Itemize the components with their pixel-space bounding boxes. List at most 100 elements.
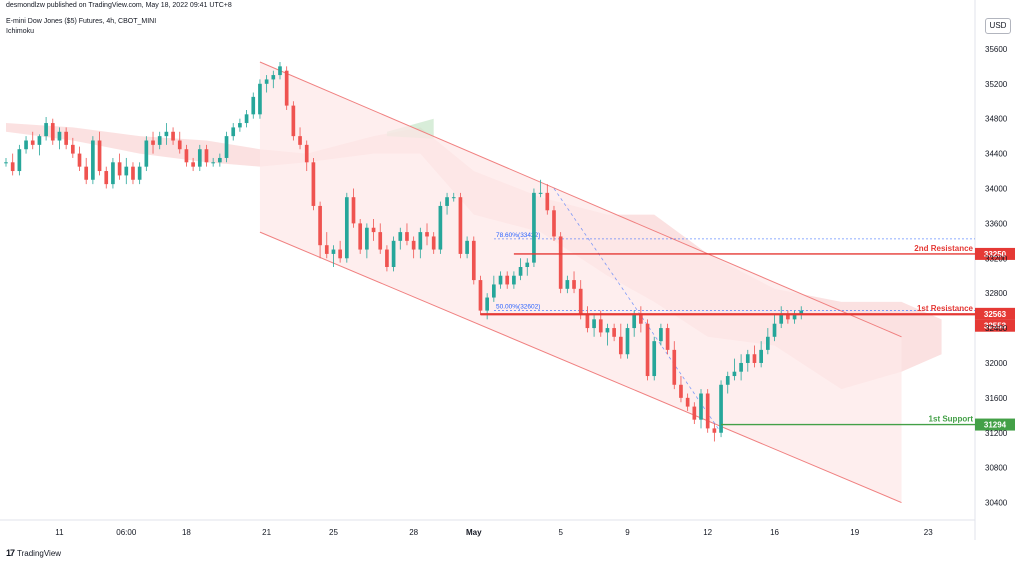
candle-body bbox=[538, 192, 543, 194]
candle-body bbox=[471, 240, 476, 281]
level-name: 1st Resistance bbox=[917, 304, 974, 313]
channel-lower-line bbox=[259, 231, 902, 504]
candle-body bbox=[605, 328, 610, 333]
candle-body bbox=[618, 336, 623, 355]
candle-body bbox=[705, 393, 710, 429]
candle-body bbox=[498, 275, 503, 285]
candle-body bbox=[512, 275, 516, 285]
candle-body bbox=[30, 140, 35, 145]
candle-body bbox=[625, 328, 630, 355]
candle-body bbox=[371, 227, 376, 233]
candle-body bbox=[137, 166, 142, 180]
x-tick-label: 11 bbox=[55, 528, 64, 537]
price-label-text: 32553 bbox=[984, 322, 1007, 331]
candle-body bbox=[304, 144, 309, 163]
price-label-box bbox=[975, 418, 1015, 431]
candle-body bbox=[151, 140, 155, 145]
x-tick-label: 06:00 bbox=[116, 528, 137, 537]
x-tick-label: 21 bbox=[262, 528, 271, 537]
candle-body bbox=[184, 149, 189, 163]
fib-trend-line bbox=[553, 188, 722, 433]
candle-body bbox=[799, 310, 804, 315]
candle-body bbox=[786, 314, 790, 320]
currency-button[interactable]: USD bbox=[985, 18, 1011, 34]
indicator-label: Ichimoku bbox=[6, 28, 35, 35]
candle-body bbox=[552, 210, 556, 237]
candle-body bbox=[712, 428, 717, 433]
y-tick-label: 32400 bbox=[985, 324, 1008, 333]
candle-body bbox=[685, 397, 690, 407]
candle-body bbox=[111, 162, 115, 185]
candle-body bbox=[344, 197, 349, 259]
candle-body bbox=[324, 245, 329, 254]
candle-body bbox=[525, 262, 530, 267]
candle-body bbox=[431, 236, 436, 250]
candle-body bbox=[10, 162, 15, 172]
candle-body bbox=[218, 157, 222, 163]
candle-body bbox=[465, 240, 469, 254]
tradingview-footer: 17 TradingView bbox=[6, 548, 61, 558]
x-tick-label: 9 bbox=[625, 528, 630, 537]
candle-body bbox=[224, 136, 229, 158]
candle-body bbox=[351, 197, 356, 224]
candle-body bbox=[24, 140, 28, 150]
price-label-text: 31294 bbox=[984, 421, 1007, 430]
y-tick-label: 32000 bbox=[985, 359, 1008, 368]
candle-body bbox=[37, 136, 42, 145]
candle-body bbox=[271, 75, 276, 80]
candle-body bbox=[211, 162, 216, 164]
candle-body bbox=[652, 341, 657, 377]
candle-body bbox=[197, 149, 202, 167]
candle-body bbox=[77, 153, 82, 167]
candle-body bbox=[411, 240, 416, 250]
y-tick-label: 33200 bbox=[985, 254, 1008, 263]
candle-body bbox=[4, 162, 8, 164]
x-tick-label: 23 bbox=[924, 528, 933, 537]
instrument-title: E-mini Dow Jones ($5) Futures, 4h, CBOT_… bbox=[6, 18, 157, 25]
candle-body bbox=[131, 166, 135, 180]
candle-body bbox=[50, 123, 55, 141]
y-tick-label: 30800 bbox=[985, 464, 1008, 473]
candle-body bbox=[358, 223, 363, 250]
candle-body bbox=[759, 349, 763, 363]
candle-body bbox=[492, 284, 496, 298]
candle-body bbox=[565, 280, 570, 289]
candle-body bbox=[732, 371, 737, 377]
candle-body bbox=[438, 205, 443, 250]
candle-body bbox=[57, 131, 62, 141]
candle-body bbox=[365, 227, 369, 250]
candle-body bbox=[318, 205, 322, 246]
candle-body bbox=[171, 131, 175, 141]
candle-body bbox=[144, 140, 149, 167]
price-label-box bbox=[975, 319, 1015, 332]
candle-body bbox=[391, 240, 396, 267]
candle-body bbox=[278, 66, 282, 76]
y-tick-label: 30400 bbox=[985, 499, 1008, 508]
candle-body bbox=[632, 314, 637, 329]
y-tick-label: 34800 bbox=[985, 115, 1008, 124]
candle-body bbox=[264, 79, 269, 84]
y-tick-label: 34400 bbox=[985, 150, 1008, 159]
candle-body bbox=[398, 232, 403, 241]
candle-body bbox=[585, 314, 590, 329]
level-name: 2nd Resistance bbox=[914, 244, 973, 253]
candle-body bbox=[598, 319, 603, 333]
y-tick-label: 33600 bbox=[985, 219, 1008, 228]
candle-body bbox=[451, 197, 456, 199]
y-tick-label: 35600 bbox=[985, 45, 1008, 54]
candle-body bbox=[418, 232, 423, 250]
candle-body bbox=[739, 362, 743, 372]
candle-body bbox=[699, 393, 703, 420]
candle-body bbox=[231, 127, 236, 137]
candle-body bbox=[64, 131, 68, 145]
fib-level-label: 78.60%(33422) bbox=[496, 232, 540, 239]
candle-body bbox=[458, 197, 463, 254]
x-tick-label: 12 bbox=[703, 528, 712, 537]
candle-body bbox=[204, 149, 209, 163]
candle-body bbox=[518, 267, 523, 276]
price-label-text: 33250 bbox=[984, 250, 1007, 259]
candle-body bbox=[485, 297, 489, 311]
candle-body bbox=[445, 197, 449, 206]
price-label-box bbox=[975, 247, 1015, 260]
